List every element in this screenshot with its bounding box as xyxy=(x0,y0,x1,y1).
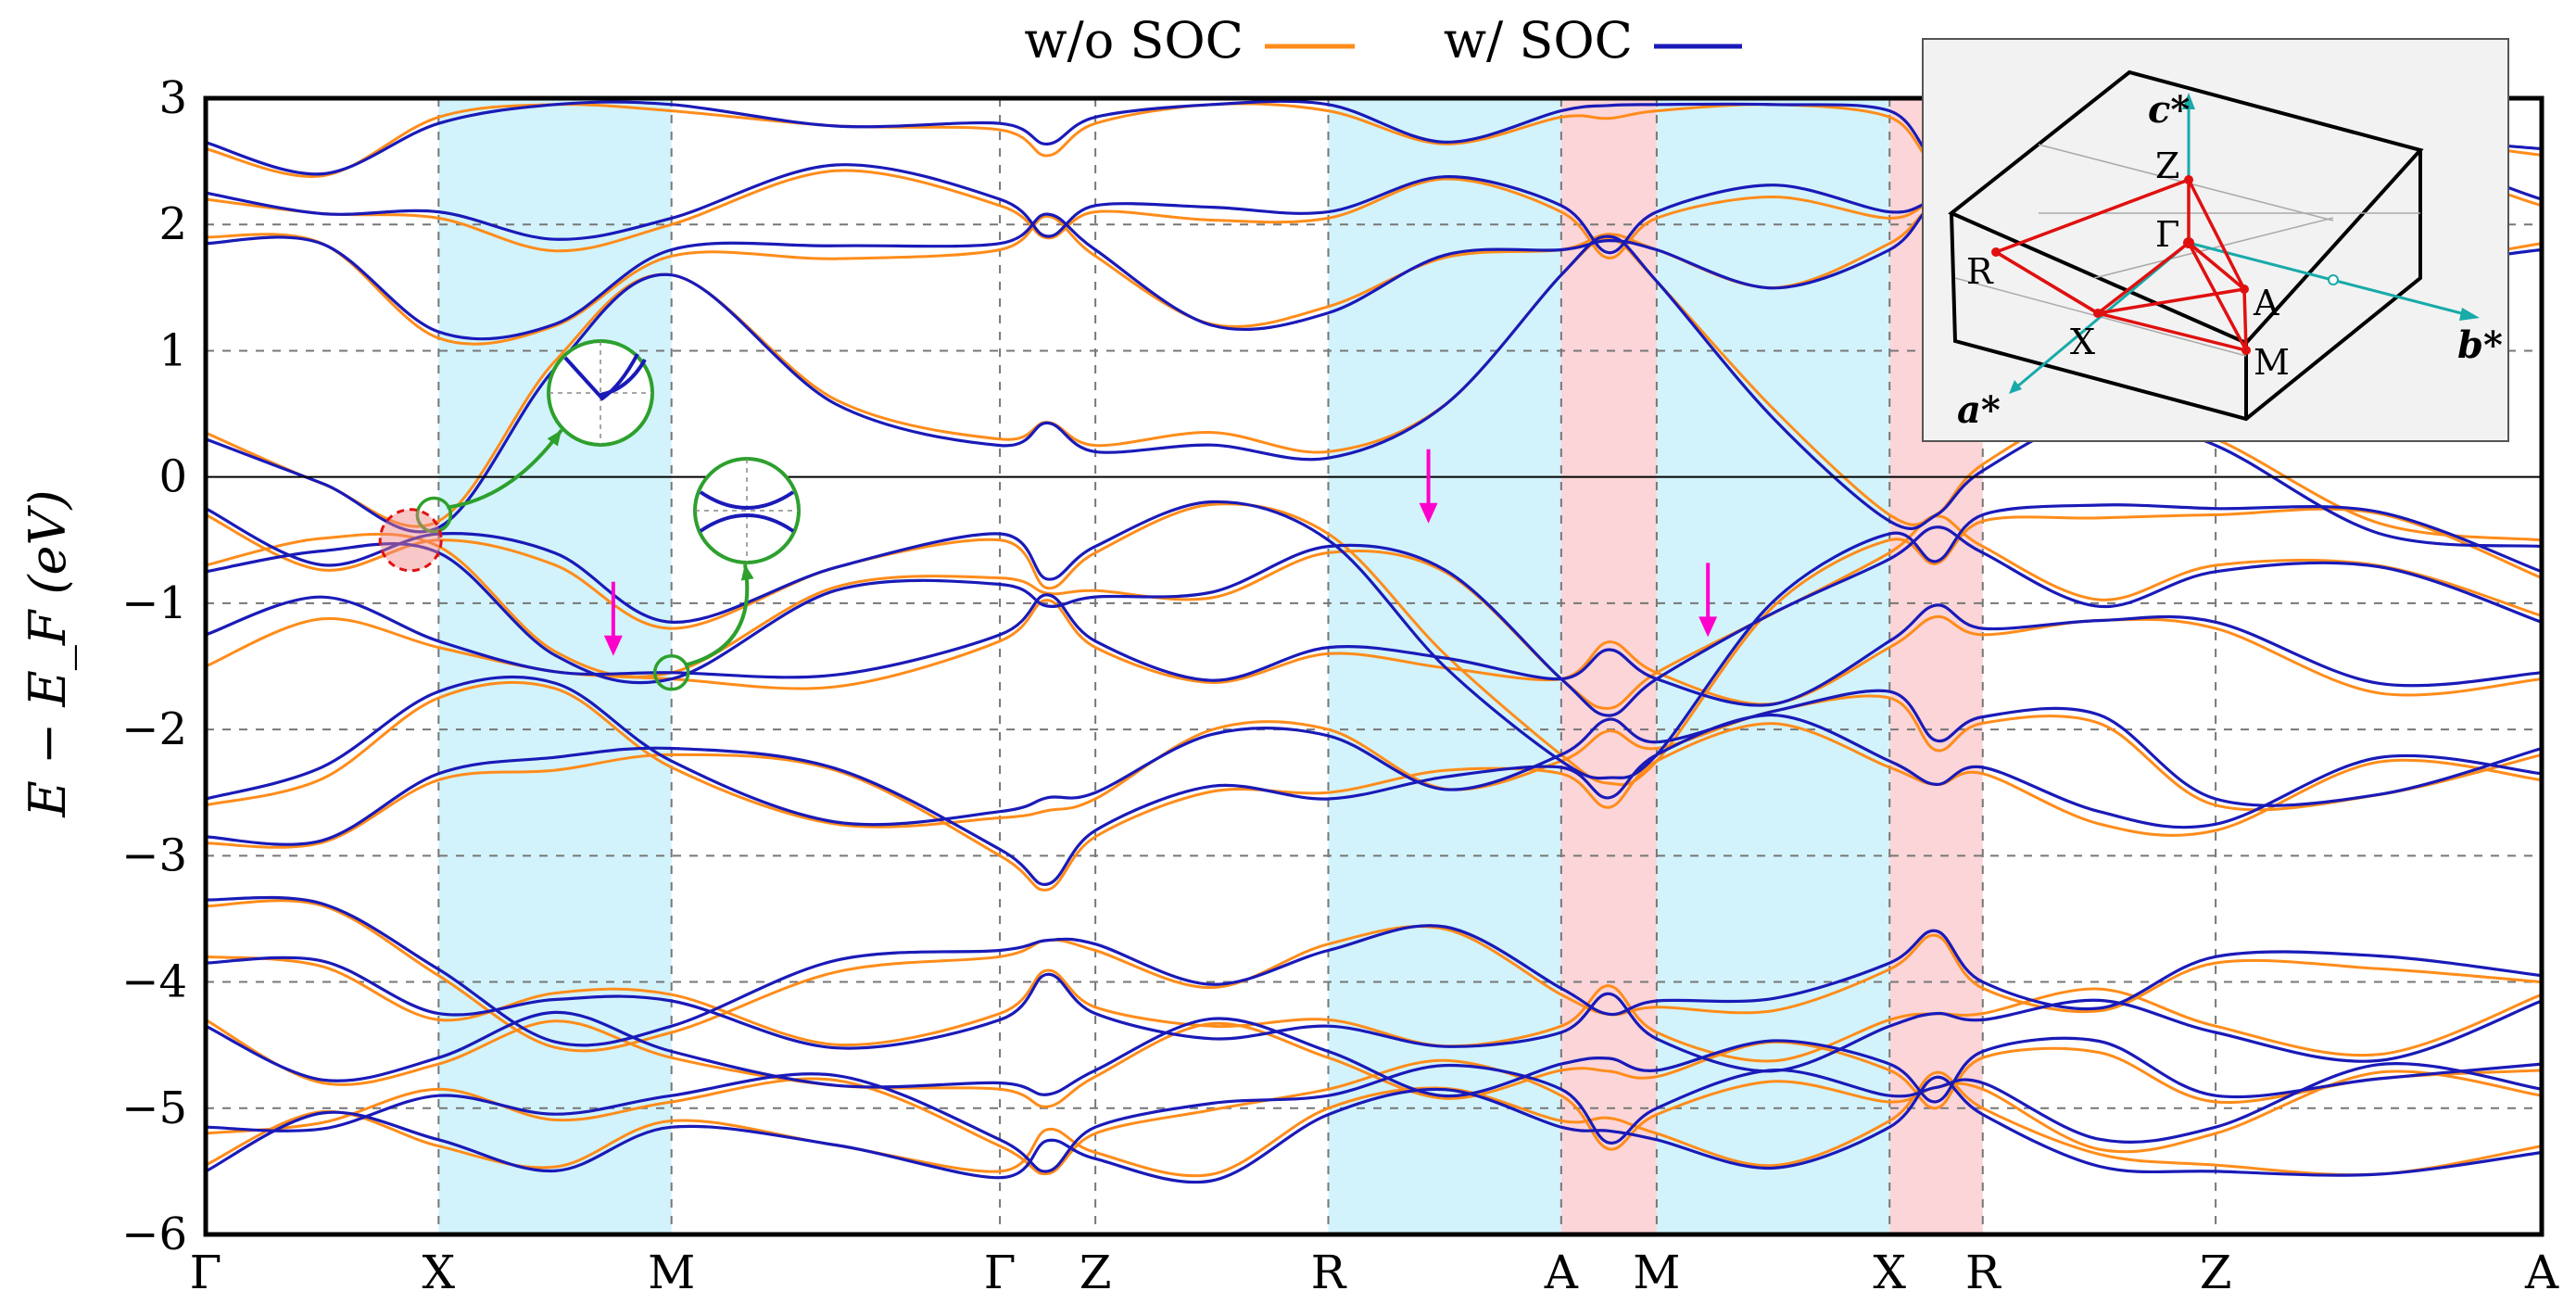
bz-inset-background xyxy=(1922,38,2509,442)
highlight-regions xyxy=(438,98,1983,1234)
zoom-arrowhead-0 xyxy=(547,430,562,447)
zoom-inset-band-1-a xyxy=(699,490,795,510)
y-tick-label-3: 0 xyxy=(158,451,187,503)
crossing-mark-green-2 xyxy=(652,654,690,691)
band-w-soc-1 xyxy=(205,1062,2543,1173)
bz-label-a: A xyxy=(2253,283,2279,323)
zoom-inset-circle-1 xyxy=(693,457,801,564)
band-wo-soc-8 xyxy=(205,514,2543,710)
k-point-label-2: M xyxy=(648,1246,695,1299)
band-w-soc-8 xyxy=(205,525,2543,717)
crossing-mark-green-0 xyxy=(415,496,453,534)
k-point-label-11: A xyxy=(2524,1246,2559,1299)
y-tick-label-7: −4 xyxy=(121,956,187,1008)
zoom-arrow-1 xyxy=(684,563,750,667)
bz-points xyxy=(1991,175,2251,355)
band-w-soc-7 xyxy=(205,593,2543,707)
k-point-label-7: M xyxy=(1633,1246,1680,1299)
annotations xyxy=(378,339,1718,691)
k-point-label-10: Z xyxy=(2200,1246,2232,1299)
y-tick-label-5: −2 xyxy=(121,703,187,755)
feature-arrowhead-2 xyxy=(1698,616,1718,638)
bz-label-c-star: c* xyxy=(2148,88,2190,132)
y-axis-title: E − E_F (eV) xyxy=(19,489,77,817)
y-tick-label-1: 2 xyxy=(158,198,187,250)
band-wo-soc-9 xyxy=(205,502,2543,787)
band-wo-soc-1 xyxy=(205,1058,2543,1176)
k-point-label-0: Γ xyxy=(190,1246,222,1299)
crossing-mark-red-1 xyxy=(378,508,443,573)
bz-label-b-star: b* xyxy=(2457,323,2503,367)
y-tick-label-6: −3 xyxy=(121,829,187,881)
y-tick-labels: 3 2 1 0 −1 −2 −3 −4 −5 −6 xyxy=(121,72,187,1260)
c-star-arrowhead xyxy=(2182,93,2195,109)
zoom-arrowhead-1 xyxy=(740,564,754,581)
zoom-inset-band-0-a xyxy=(563,353,639,401)
band-w-soc-5 xyxy=(205,713,2543,886)
band-w-soc-3 xyxy=(205,955,2543,1073)
band-wo-soc-2 xyxy=(205,1019,2543,1110)
k-point-label-1: X xyxy=(423,1246,456,1299)
highlight-region-2 xyxy=(1560,98,1657,1234)
band-w-soc-2 xyxy=(205,1010,2543,1104)
bz-wedge xyxy=(1995,177,2248,352)
bz-label-r: R xyxy=(1966,251,1994,292)
band-w-soc-0 xyxy=(205,1075,2543,1184)
zoom-arrow-0 xyxy=(447,428,563,510)
plot-frame xyxy=(203,95,2544,1237)
y-tick-label-4: −1 xyxy=(121,577,187,629)
feature-arrowhead-0 xyxy=(603,635,623,656)
bz-label-gamma: Γ xyxy=(2155,214,2179,255)
feature-arrowhead-1 xyxy=(1419,502,1438,524)
highlight-region-0 xyxy=(438,98,672,1234)
bz-open-point xyxy=(2328,274,2339,285)
bz-label-a-star: a* xyxy=(1957,388,2001,432)
k-point-label-9: R xyxy=(1965,1246,2001,1299)
band-curves xyxy=(205,99,2543,1184)
k-point-label-4: Z xyxy=(1080,1246,1112,1299)
band-wo-soc-5 xyxy=(205,722,2543,892)
y-tick-label-8: −5 xyxy=(121,1082,187,1134)
bz-label-m: M xyxy=(2254,342,2290,383)
band-w-soc-4 xyxy=(205,895,2543,1047)
k-point-label-6: A xyxy=(1544,1246,1579,1299)
bz-label-z: Z xyxy=(2155,146,2179,186)
legend-label-wo-soc: w/o SOC xyxy=(1024,11,1244,70)
k-point-label-3: Γ xyxy=(984,1246,1017,1299)
b-star-arrowhead xyxy=(2459,308,2480,321)
legend: w/o SOC w/ SOC xyxy=(1024,11,1742,70)
bz-label-x: X xyxy=(2070,322,2095,362)
band-w-soc-9 xyxy=(205,500,2543,780)
y-tick-label-0: 3 xyxy=(158,72,187,124)
zoom-inset-band-0-b xyxy=(600,359,647,397)
y-tick-label-2: 1 xyxy=(158,324,187,376)
bz-inset: c* Z Γ R A X M b* a* xyxy=(1922,38,2509,442)
band-w-soc-6 xyxy=(205,675,2543,827)
k-point-label-8: X xyxy=(1873,1246,1906,1299)
legend-label-w-soc: w/ SOC xyxy=(1444,11,1633,70)
y-tick-label-9: −6 xyxy=(121,1208,187,1260)
a-star-arrowhead xyxy=(2009,380,2022,394)
k-point-label-5: R xyxy=(1311,1246,1347,1299)
zoom-inset-band-1-b xyxy=(699,513,795,533)
